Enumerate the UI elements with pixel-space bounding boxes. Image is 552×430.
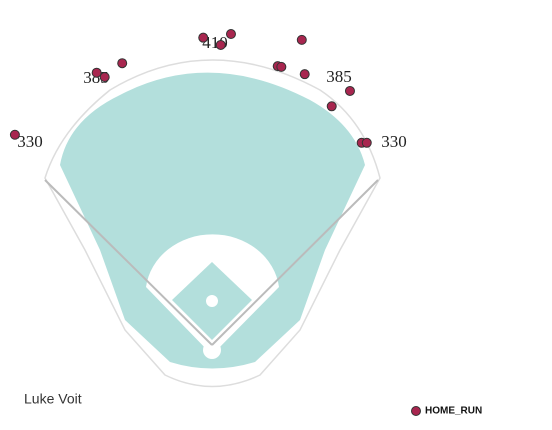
- field: [44, 59, 381, 388]
- home-run-point: [91, 67, 102, 78]
- home-run-point: [225, 29, 236, 40]
- home-run-point: [99, 72, 110, 83]
- legend-marker: [411, 406, 421, 416]
- distance-label: 330: [381, 132, 407, 151]
- legend-label: HOME_RUN: [425, 406, 482, 417]
- home-run-point: [9, 129, 20, 140]
- chart-title: Luke Voit: [24, 391, 82, 407]
- home-run-point: [296, 34, 307, 45]
- home-run-point: [117, 58, 128, 69]
- distance-label: 330: [17, 132, 43, 151]
- home-run-point: [299, 69, 310, 80]
- home-run-point: [361, 137, 372, 148]
- home-run-point: [215, 39, 226, 50]
- home-run-point: [198, 32, 209, 43]
- home-run-point: [344, 85, 355, 96]
- home-run-point: [326, 101, 337, 112]
- distance-label: 385: [326, 67, 352, 86]
- home-run-point: [276, 61, 287, 72]
